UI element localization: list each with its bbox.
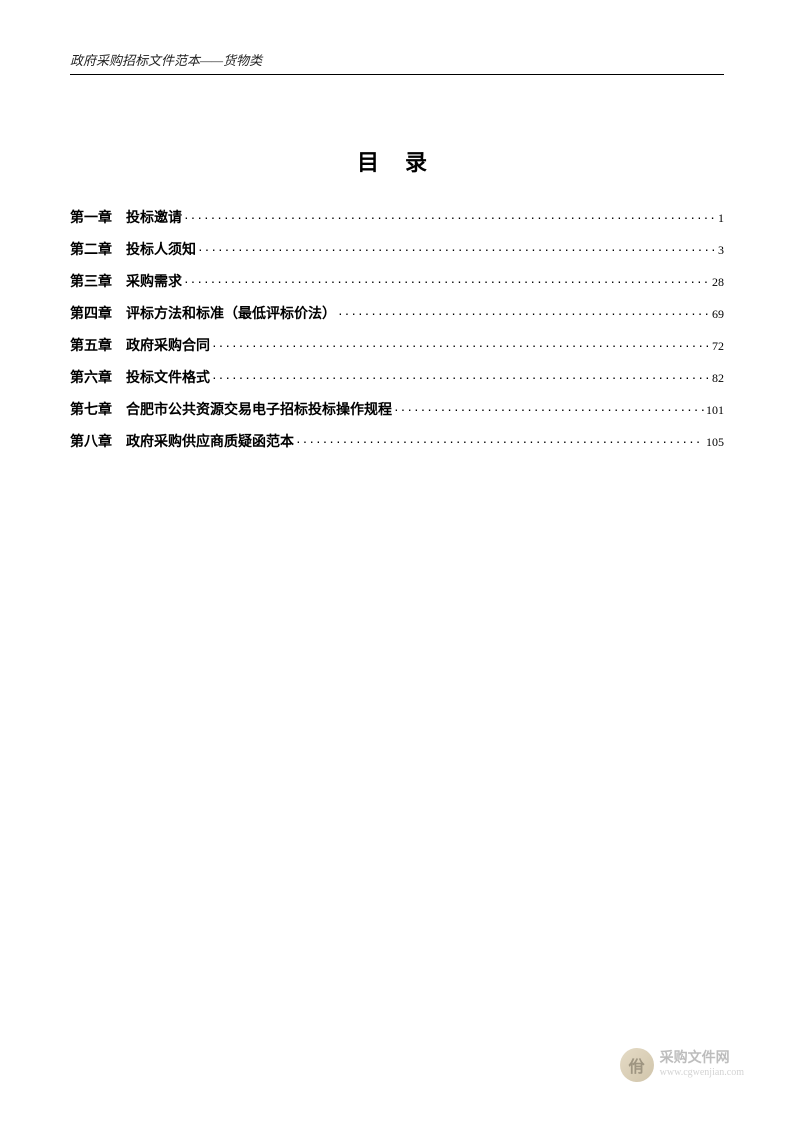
toc-page: 28 [712, 275, 724, 290]
toc-chapter: 第四章 [70, 303, 112, 323]
toc-title-text: 政府采购合同 [126, 335, 210, 355]
toc-item: 第四章 评标方法和标准（最低评标价法） ····················… [70, 303, 724, 323]
toc-item: 第五章 政府采购合同 ·····························… [70, 335, 724, 355]
toc-page: 105 [706, 435, 724, 450]
toc-chapter: 第二章 [70, 239, 112, 259]
toc-dots: ········································… [184, 273, 710, 289]
toc-chapter: 第五章 [70, 335, 112, 355]
toc-title-text: 评标方法和标准（最低评标价法） [126, 303, 336, 323]
watermark-url: www.cgwenjian.com [660, 1067, 744, 1079]
toc-title-text: 政府采购供应商质疑函范本 [126, 431, 294, 451]
toc-chapter: 第三章 [70, 271, 112, 291]
toc-item: 第六章 投标文件格式 ·····························… [70, 367, 724, 387]
toc-dots: ········································… [296, 433, 704, 449]
toc-chapter: 第七章 [70, 399, 112, 419]
toc-dots: ········································… [394, 401, 704, 417]
toc-page: 69 [712, 307, 724, 322]
watermark-icon: 佾 [620, 1048, 654, 1082]
watermark-title: 采购文件网 [660, 1051, 744, 1068]
toc-item: 第八章 政府采购供应商质疑函范本 ·······················… [70, 431, 724, 451]
toc-dots: ········································… [198, 241, 716, 257]
toc-chapter: 第一章 [70, 207, 112, 227]
toc-title-text: 合肥市公共资源交易电子招标投标操作规程 [126, 399, 392, 419]
toc-chapter: 第六章 [70, 367, 112, 387]
toc-dots: ········································… [212, 337, 710, 353]
toc-title-text: 采购需求 [126, 271, 182, 291]
watermark: 佾 采购文件网 www.cgwenjian.com [620, 1048, 744, 1082]
page-container: 政府采购招标文件范本——货物类 目 录 第一章 投标邀请 ···········… [0, 0, 794, 1122]
toc-chapter: 第八章 [70, 431, 112, 451]
toc-item: 第二章 投标人须知 ······························… [70, 239, 724, 259]
toc-page: 3 [718, 243, 724, 258]
page-title: 目 录 [70, 145, 724, 177]
toc-item: 第三章 采购需求 ·······························… [70, 271, 724, 291]
page-header: 政府采购招标文件范本——货物类 [70, 50, 724, 75]
toc-page: 82 [712, 371, 724, 386]
toc-page: 101 [706, 403, 724, 418]
watermark-icon-text: 佾 [629, 1053, 645, 1077]
toc-title-text: 投标人须知 [126, 239, 196, 259]
toc-title-text: 投标文件格式 [126, 367, 210, 387]
toc-item: 第七章 合肥市公共资源交易电子招标投标操作规程 ················… [70, 399, 724, 419]
toc-dots: ········································… [212, 369, 710, 385]
toc-dots: ········································… [338, 305, 710, 321]
toc-page: 1 [718, 211, 724, 226]
toc-dots: ········································… [184, 209, 716, 225]
watermark-text-block: 采购文件网 www.cgwenjian.com [660, 1051, 744, 1080]
toc-list: 第一章 投标邀请 ·······························… [70, 207, 724, 451]
toc-title-text: 投标邀请 [126, 207, 182, 227]
header-text: 政府采购招标文件范本——货物类 [70, 53, 262, 68]
toc-item: 第一章 投标邀请 ·······························… [70, 207, 724, 227]
toc-page: 72 [712, 339, 724, 354]
